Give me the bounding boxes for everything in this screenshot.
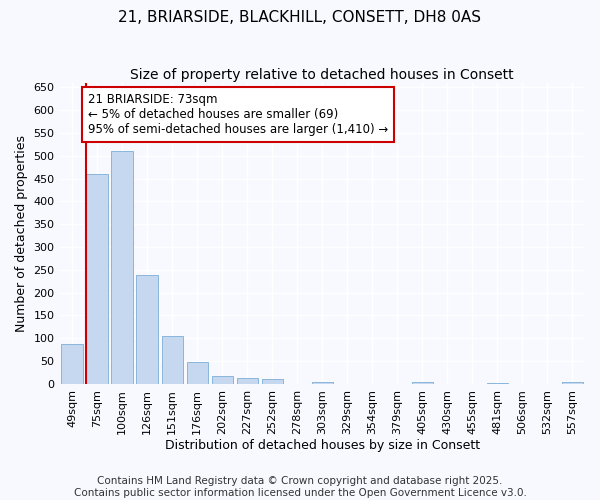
Bar — [262, 380, 283, 384]
Bar — [562, 382, 583, 384]
Bar — [161, 336, 183, 384]
X-axis label: Distribution of detached houses by size in Consett: Distribution of detached houses by size … — [165, 440, 480, 452]
Bar — [412, 382, 433, 384]
Bar — [187, 362, 208, 384]
Bar — [112, 151, 133, 384]
Bar — [61, 344, 83, 384]
Text: Contains HM Land Registry data © Crown copyright and database right 2025.
Contai: Contains HM Land Registry data © Crown c… — [74, 476, 526, 498]
Bar — [236, 378, 258, 384]
Bar — [311, 382, 333, 384]
Bar — [86, 174, 108, 384]
Y-axis label: Number of detached properties: Number of detached properties — [15, 135, 28, 332]
Text: 21, BRIARSIDE, BLACKHILL, CONSETT, DH8 0AS: 21, BRIARSIDE, BLACKHILL, CONSETT, DH8 0… — [119, 10, 482, 25]
Bar — [136, 276, 158, 384]
Bar — [487, 382, 508, 384]
Text: 21 BRIARSIDE: 73sqm
← 5% of detached houses are smaller (69)
95% of semi-detache: 21 BRIARSIDE: 73sqm ← 5% of detached hou… — [88, 92, 389, 136]
Bar — [212, 376, 233, 384]
Title: Size of property relative to detached houses in Consett: Size of property relative to detached ho… — [130, 68, 514, 82]
